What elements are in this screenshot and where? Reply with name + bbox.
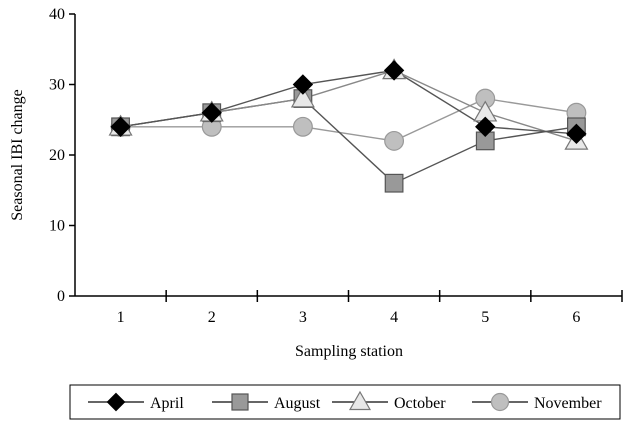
- legend-label-august: August: [274, 395, 321, 412]
- y-tick-label: 0: [57, 288, 65, 305]
- x-tick-label: 4: [390, 309, 398, 326]
- legend: April August October November: [69, 384, 621, 420]
- series-lines: [120, 69, 577, 185]
- series-line-august: [120, 97, 577, 185]
- y-tick-label: 20: [49, 147, 65, 164]
- legend-marker-april: [106, 392, 126, 412]
- point-april-4: [383, 60, 405, 81]
- legend-items: April August October November: [88, 390, 602, 412]
- legend-item-april: April: [88, 392, 184, 412]
- legend-marker-november: [490, 392, 510, 412]
- legend-item-november: November: [472, 392, 602, 412]
- legend-item-october: October: [332, 390, 446, 412]
- point-april-2: [201, 102, 222, 123]
- series-line-october: [120, 69, 577, 142]
- series-markers: [108, 58, 589, 193]
- point-november-4: [384, 130, 405, 151]
- x-ticks: 1 2 3 4 5 6: [117, 290, 623, 326]
- x-tick-label: 5: [481, 309, 489, 326]
- legend-marker-october: [348, 390, 372, 411]
- x-tick-label: 6: [572, 309, 580, 326]
- point-april-6: [566, 123, 587, 145]
- y-ticks: 0 10 20 30 40: [49, 6, 75, 305]
- series-line-april: [120, 69, 577, 135]
- legend-label-october: October: [394, 395, 446, 412]
- y-tick-label: 40: [49, 6, 65, 23]
- legend-label-november: November: [534, 395, 602, 412]
- series-line-november: [120, 97, 577, 142]
- y-tick-label: 10: [49, 218, 65, 235]
- point-november-3: [292, 116, 313, 137]
- legend-item-august: August: [212, 393, 321, 412]
- point-october-3: [290, 86, 315, 108]
- series-layer: [108, 58, 589, 193]
- point-april-1: [110, 116, 131, 137]
- x-axis-title: Sampling station: [295, 343, 403, 360]
- point-august-4: [384, 173, 404, 193]
- point-april-3: [292, 74, 314, 95]
- y-tick-label: 30: [49, 77, 65, 94]
- legend-frame: [69, 384, 621, 420]
- x-tick-label: 2: [208, 309, 216, 326]
- x-tick-label: 1: [117, 309, 125, 326]
- x-tick-label: 3: [299, 309, 307, 326]
- legend-marker-august: [231, 393, 249, 411]
- point-april-5: [475, 116, 496, 137]
- legend-label-april: April: [150, 395, 184, 412]
- y-axis-title: Seasonal IBI change: [9, 89, 26, 221]
